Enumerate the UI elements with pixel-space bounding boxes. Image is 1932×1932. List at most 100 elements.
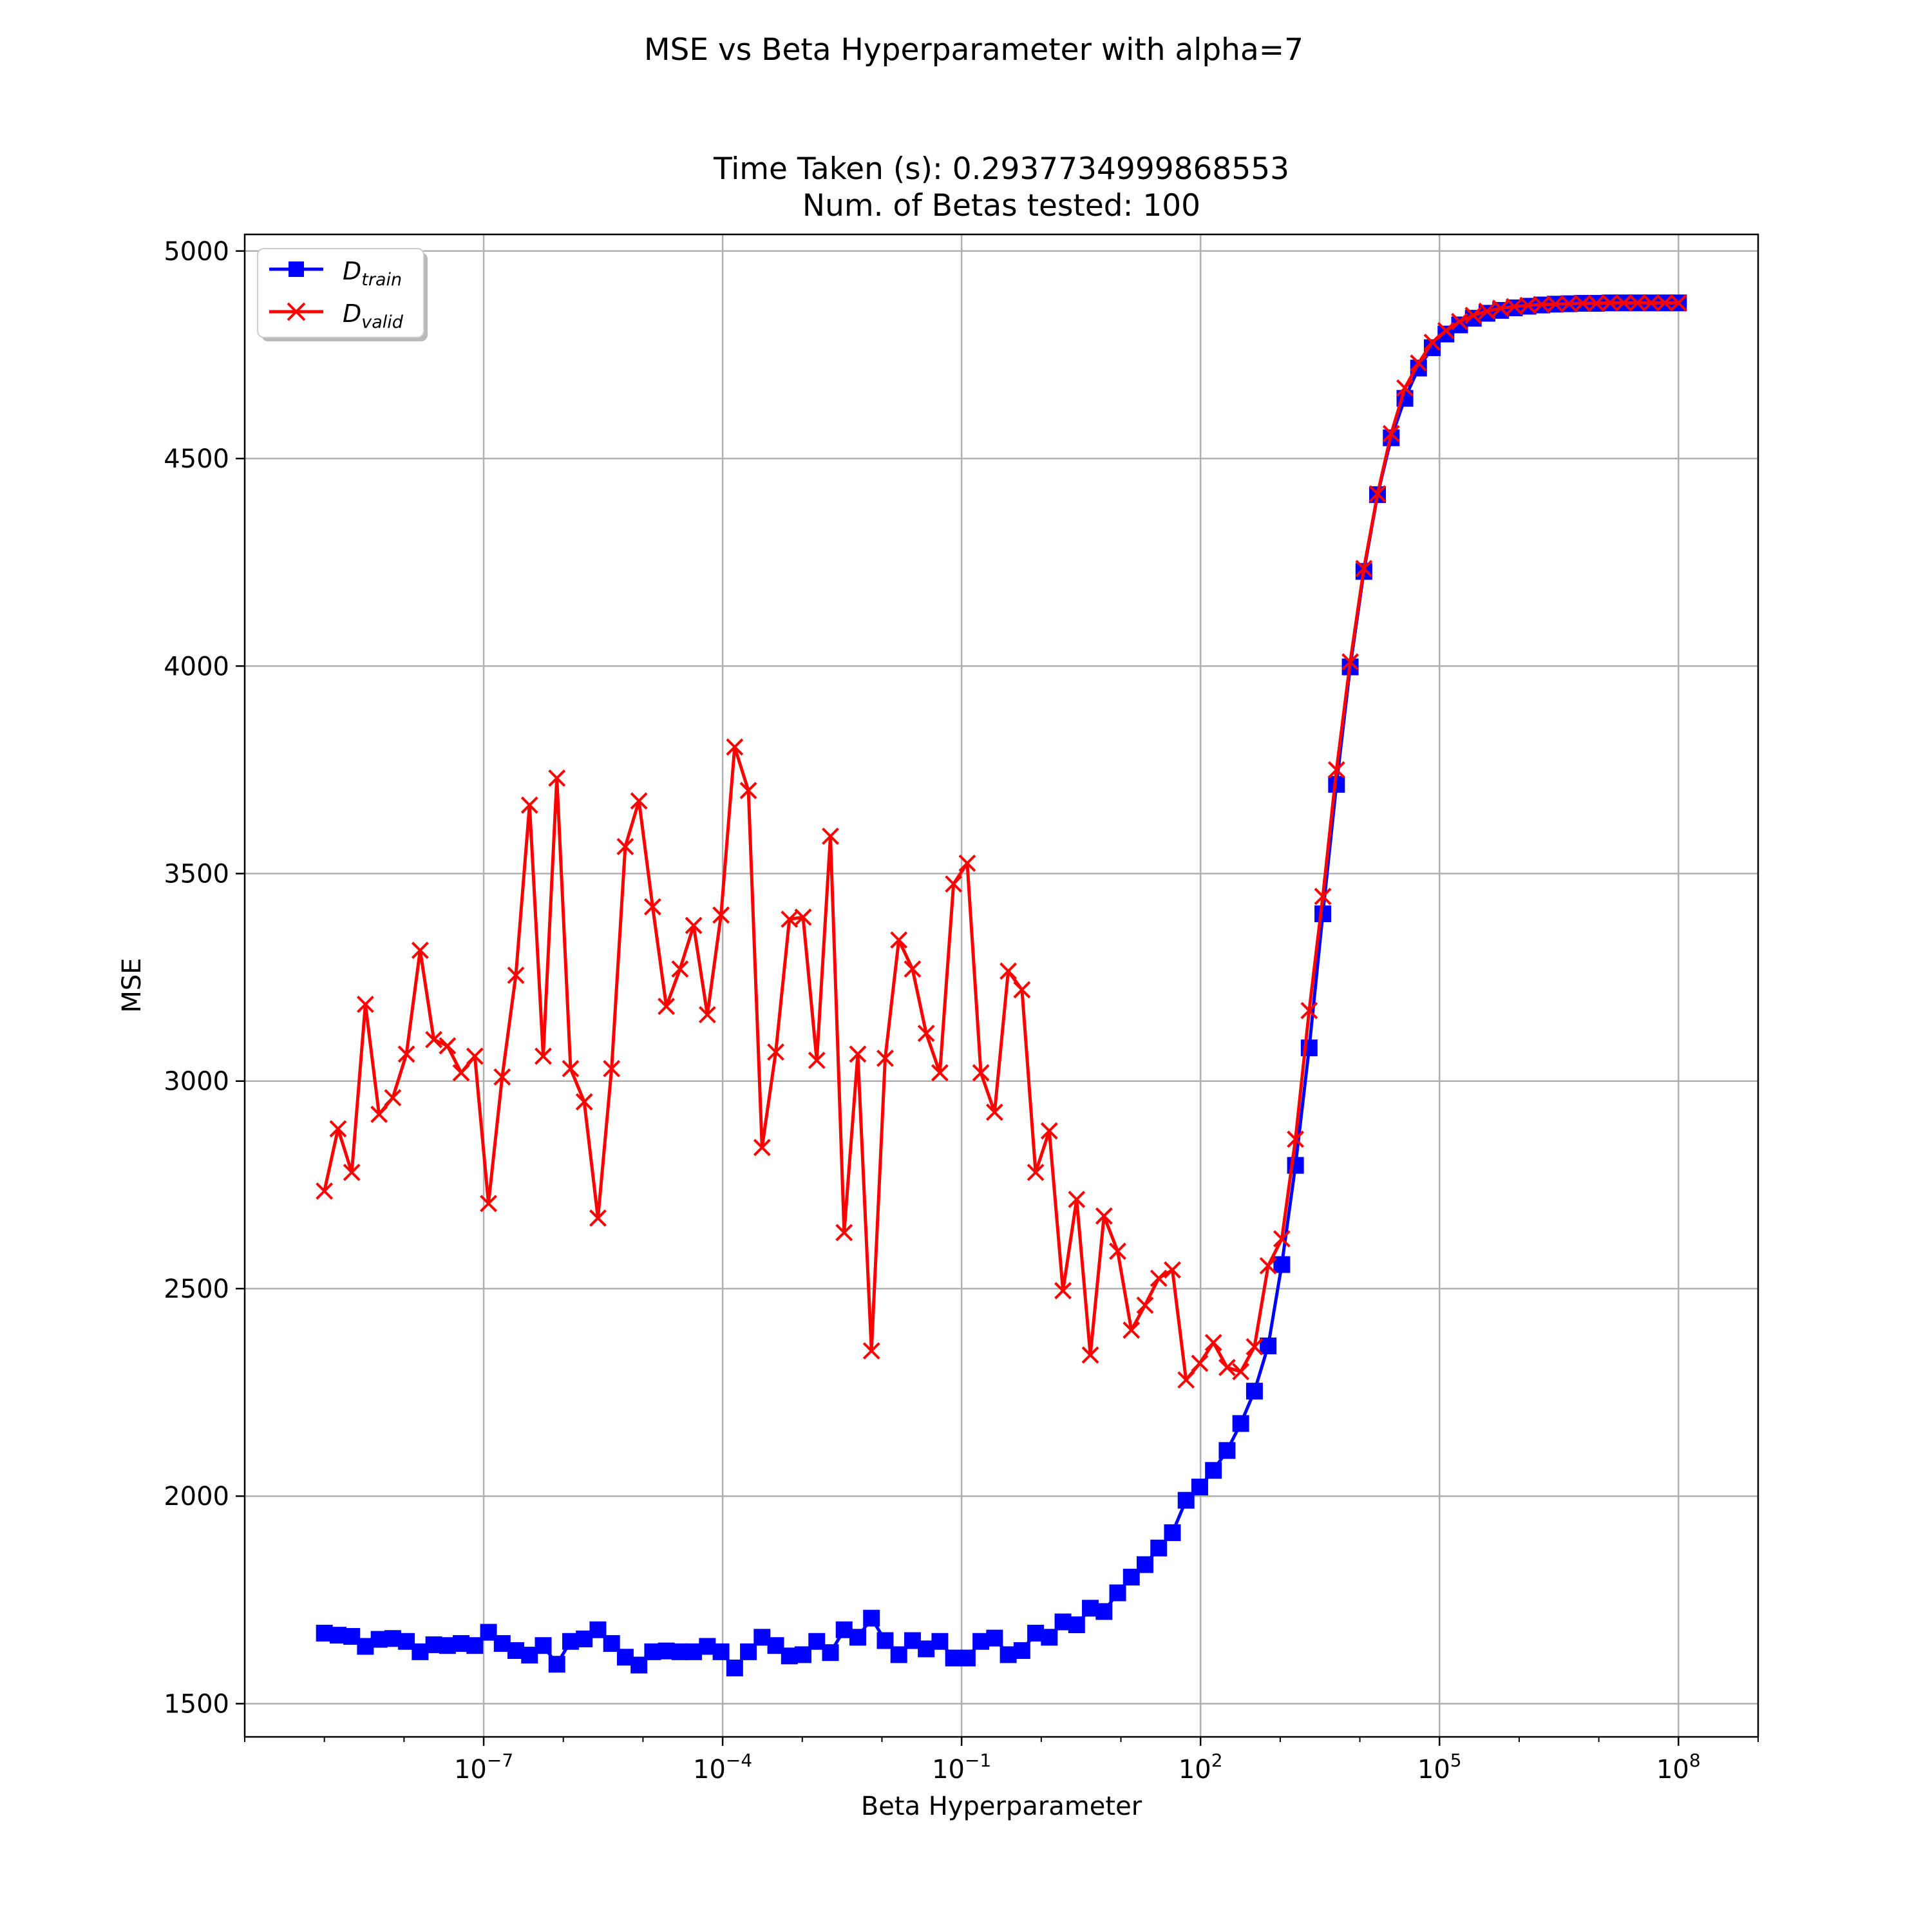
y-tick-label: 1500 [164, 1689, 229, 1719]
legend-valid-subscript: valid [361, 312, 404, 332]
valid-point [343, 1164, 361, 1181]
chart-title-line-1: Time Taken (s): 0.2937734999868553 [713, 151, 1289, 187]
train-point [1164, 1524, 1181, 1541]
train-point [931, 1633, 949, 1650]
valid-point [726, 738, 744, 756]
y-tick-label: 2500 [164, 1274, 229, 1304]
train-point [849, 1629, 866, 1646]
valid-point [1177, 1371, 1195, 1389]
valid-point [1642, 294, 1660, 312]
valid-point [480, 1195, 497, 1213]
y-tick-label: 3500 [164, 859, 229, 889]
valid-point [1136, 1296, 1154, 1314]
train-point [822, 1644, 839, 1662]
valid-point [917, 1025, 935, 1043]
train-point [1095, 1603, 1113, 1620]
y-tick-label: 3000 [164, 1067, 229, 1097]
train-point [1109, 1584, 1126, 1602]
valid-point [1396, 379, 1414, 397]
valid-point [1027, 1164, 1045, 1181]
valid-point [520, 796, 538, 814]
valid-point [1013, 981, 1031, 999]
valid-point [712, 906, 730, 924]
train-point [1013, 1642, 1030, 1659]
svg-text:Dvalid: Dvalid [343, 299, 404, 332]
valid-point [999, 962, 1018, 980]
valid-point [356, 996, 374, 1013]
train-point [1041, 1629, 1058, 1646]
legend-valid-marker [287, 302, 306, 321]
valid-point [822, 828, 839, 845]
valid-point [1601, 294, 1619, 312]
y-axis-ticks: 1500 2000 2500 3000 3500 4000 4500 5000 [164, 237, 245, 1719]
train-point [1245, 1383, 1263, 1400]
train-point [1191, 1479, 1208, 1496]
valid-point [1287, 1130, 1305, 1148]
train-point [1150, 1539, 1168, 1557]
x-tick-label: 10−1 [932, 1750, 991, 1785]
svg-text:Dtrain: Dtrain [343, 257, 402, 290]
valid-point [425, 1030, 443, 1048]
y-tick-label: 4000 [164, 652, 229, 681]
valid-point [1232, 1363, 1250, 1381]
valid-point [603, 1059, 621, 1077]
valid-point [643, 898, 661, 916]
valid-point [972, 1064, 990, 1082]
valid-point [1464, 307, 1482, 325]
valid-point [562, 1059, 580, 1077]
valid-point [493, 1068, 511, 1086]
valid-point [1533, 296, 1551, 314]
train-point [726, 1660, 743, 1677]
valid-point [535, 1047, 552, 1065]
valid-point [958, 854, 976, 872]
valid-point [466, 1047, 484, 1065]
valid-point [1204, 1334, 1222, 1352]
series-valid [316, 294, 1687, 1389]
valid-point [1669, 294, 1687, 312]
valid-point [835, 1224, 853, 1242]
valid-point [575, 1093, 593, 1111]
valid-line [323, 301, 1679, 1382]
y-tick-label: 4500 [164, 444, 229, 474]
valid-point [439, 1037, 457, 1055]
valid-point [1164, 1261, 1181, 1279]
valid-point [698, 1006, 716, 1024]
train-point [1218, 1442, 1236, 1459]
valid-point [1368, 485, 1387, 503]
train-point [1205, 1462, 1222, 1479]
train-point [1068, 1616, 1085, 1633]
valid-point [1109, 1242, 1126, 1260]
legend-valid-label: D [343, 299, 361, 328]
x-axis-ticks: 10−7 10−4 10−1 102 105 108 [244, 1737, 1759, 1785]
grid-lines [245, 234, 1758, 1737]
valid-point [1191, 1354, 1209, 1372]
valid-point [1519, 296, 1537, 314]
valid-point [781, 910, 799, 928]
valid-point [931, 1064, 949, 1082]
valid-point [452, 1064, 470, 1082]
valid-point [658, 998, 676, 1016]
valid-point [630, 792, 648, 810]
valid-point [1355, 560, 1373, 578]
valid-point [548, 769, 566, 787]
valid-point [1314, 887, 1332, 905]
valid-point [890, 931, 908, 949]
valid-point [1081, 1346, 1099, 1364]
valid-point [1300, 1001, 1318, 1019]
legend-train-label: D [343, 257, 361, 285]
valid-point [1546, 295, 1564, 313]
valid-point [1574, 294, 1592, 312]
train-point [712, 1643, 730, 1660]
chart-suptitle: MSE vs Beta Hyperparameter with alpha=7 [644, 32, 1303, 68]
train-point [863, 1609, 880, 1627]
valid-point [1040, 1122, 1058, 1140]
x-tick-label: 102 [1179, 1750, 1223, 1785]
train-point [958, 1649, 976, 1667]
valid-point [904, 960, 922, 978]
x-tick-label: 10−7 [454, 1750, 513, 1785]
train-point [535, 1637, 552, 1654]
valid-point [411, 942, 429, 960]
valid-point [1122, 1321, 1141, 1339]
series-layer [316, 294, 1687, 1677]
